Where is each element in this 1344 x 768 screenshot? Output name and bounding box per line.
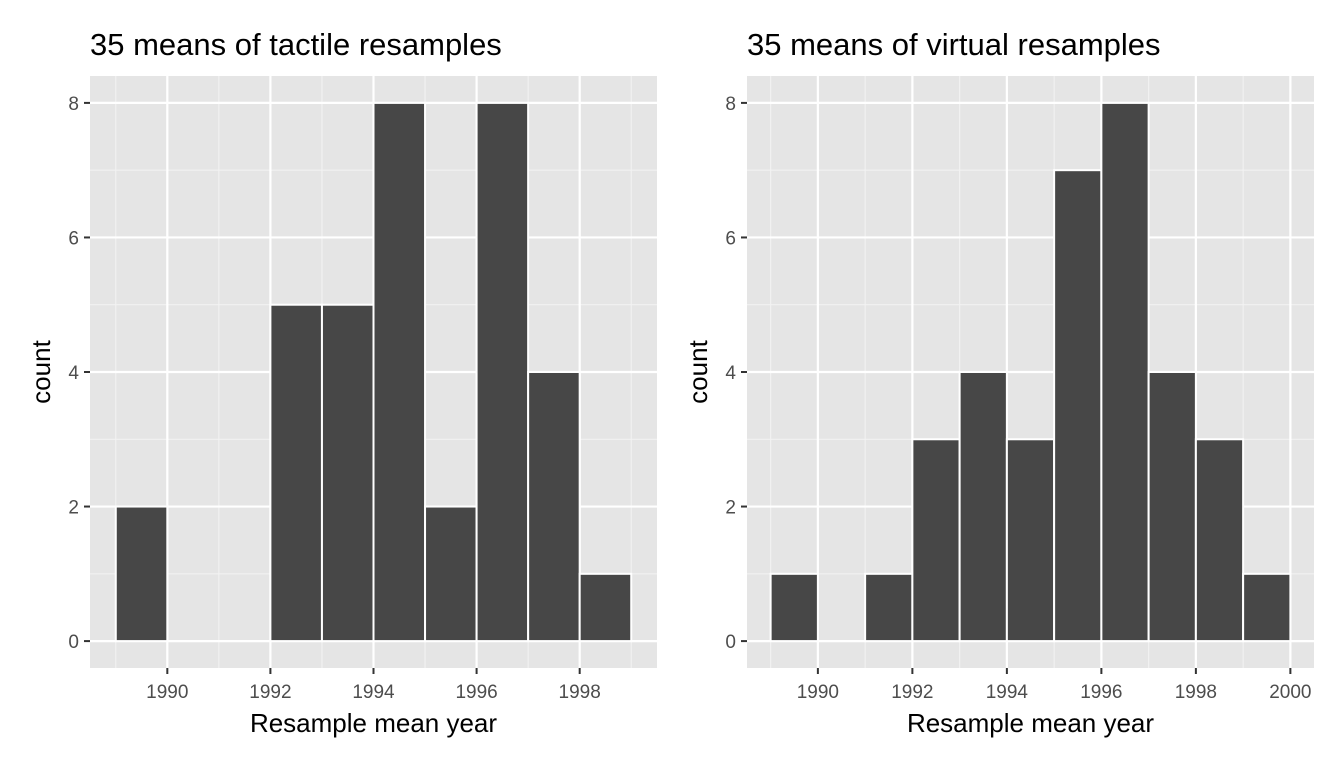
histogram-bar (114, 505, 169, 643)
histogram-bar (475, 101, 530, 643)
histogram-bar (424, 505, 478, 643)
y-tick-label: 6 (725, 228, 736, 249)
y-tick-label: 8 (68, 94, 79, 115)
tactile-histogram: 0 2 4 6 8 1990 1992 1994 1996 1998 35 means of tac… (26, 27, 657, 738)
x-tick-label: 1998 (559, 682, 601, 703)
y-axis-title: count (683, 339, 713, 403)
x-tick-label: 1998 (1175, 682, 1217, 703)
histogram-bar (1005, 438, 1056, 643)
x-tick-label: 1990 (146, 682, 188, 703)
x-axis-title: Resample mean year (250, 708, 497, 738)
x-tick-label: 1992 (249, 682, 291, 703)
histogram-bar (1053, 169, 1103, 643)
y-tick-label: 4 (68, 363, 79, 384)
y-axis-title: count (26, 339, 56, 403)
x-tick-label: 1994 (986, 682, 1029, 703)
y-tick-label: 2 (725, 498, 736, 519)
histogram-bar (1100, 101, 1150, 643)
x-tick-label: 1990 (797, 682, 839, 703)
histogram-bar (578, 572, 633, 643)
histogram-bar (864, 572, 914, 643)
histogram-bar (1194, 438, 1245, 643)
histogram-bar (769, 572, 819, 643)
x-tick-label: 1992 (891, 682, 933, 703)
y-tick-label: 0 (725, 632, 736, 653)
y-tick-label: 0 (68, 632, 79, 653)
histogram-bar (372, 101, 427, 643)
histogram-bar (958, 371, 1008, 643)
x-tick-label: 2000 (1269, 682, 1311, 703)
x-tick-label: 1994 (352, 682, 395, 703)
x-tick-label: 1996 (455, 682, 497, 703)
histogram-bar (269, 303, 323, 643)
chart-title: 35 means of virtual resamples (747, 27, 1161, 62)
y-tick-label: 6 (68, 228, 79, 249)
histogram-bar (527, 371, 581, 643)
virtual-histogram: 0 2 4 6 8 1990 1992 1994 1996 1998 2000 35 means of… (683, 27, 1314, 738)
histogram-bar (1147, 371, 1197, 643)
x-tick-label: 1996 (1080, 682, 1122, 703)
y-tick-label: 2 (68, 498, 79, 519)
y-tick-label: 8 (725, 94, 736, 115)
y-tick-label: 4 (725, 363, 736, 384)
chart-title: 35 means of tactile resamples (90, 27, 502, 62)
histogram-bar (911, 438, 961, 643)
histogram-bar (1242, 572, 1292, 643)
histogram-bar (320, 303, 375, 643)
x-axis-title: Resample mean year (907, 708, 1154, 738)
